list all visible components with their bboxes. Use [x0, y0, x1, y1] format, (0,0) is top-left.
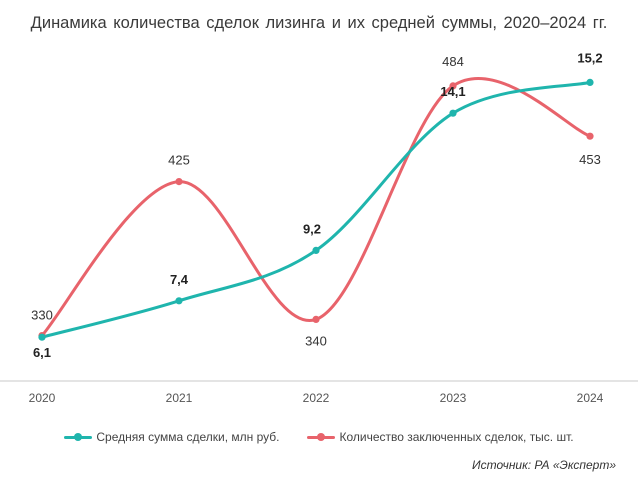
data-label-deal-count-2023: 484: [442, 54, 464, 69]
data-label-deal-count-2020: 330: [31, 308, 53, 323]
point-deal-count-2023: [449, 82, 457, 90]
point-avg-sum-2023: [449, 109, 457, 117]
data-label-avg-sum-2024: 15,2: [577, 50, 602, 65]
legend-label-deal-count: Количество заключенных сделок, тыс. шт.: [339, 430, 574, 444]
x-tick-label-2023: 2023: [440, 391, 467, 405]
series-line-avg-sum: [40, 80, 592, 339]
legend: Средняя сумма сделки, млн руб. Количеств…: [0, 430, 638, 444]
data-label-deal-count-2021: 425: [168, 153, 190, 168]
data-label-avg-sum-2021: 7,4: [170, 272, 189, 287]
point-avg-sum-2024: [586, 78, 594, 86]
legend-label-avg-sum: Средняя сумма сделки, млн руб.: [96, 430, 280, 444]
point-deal-count-2021: [175, 178, 183, 186]
series-line-deal-count: [40, 77, 592, 338]
legend-item-avg-sum: Средняя сумма сделки, млн руб.: [64, 430, 279, 444]
legend-swatch-deal-count: [307, 432, 336, 442]
point-avg-sum-2022: [312, 246, 320, 254]
point-deal-count-2022: [312, 315, 320, 323]
data-label-deal-count-2022: 340: [305, 333, 327, 348]
chart-title: Динамика количества сделок лизинга и их …: [30, 14, 608, 32]
legend-item-deal-count: Количество заключенных сделок, тыс. шт.: [307, 430, 574, 444]
data-label-avg-sum-2022: 9,2: [303, 221, 321, 236]
data-label-avg-sum-2023: 14,1: [440, 84, 465, 99]
data-label-deal-count-2024: 453: [579, 152, 601, 167]
x-tick-label-2021: 2021: [166, 391, 193, 405]
x-tick-label-2020: 2020: [29, 391, 56, 405]
point-avg-sum-2020: [38, 333, 46, 341]
x-tick-label-2024: 2024: [577, 391, 604, 405]
legend-swatch-avg-sum: [64, 432, 93, 442]
point-deal-count-2024: [586, 132, 594, 140]
source-note: Источник: РА «Эксперт»: [472, 458, 616, 472]
data-label-avg-sum-2020: 6,1: [33, 345, 51, 360]
point-avg-sum-2021: [175, 297, 183, 305]
x-tick-label-2022: 2022: [303, 391, 330, 405]
